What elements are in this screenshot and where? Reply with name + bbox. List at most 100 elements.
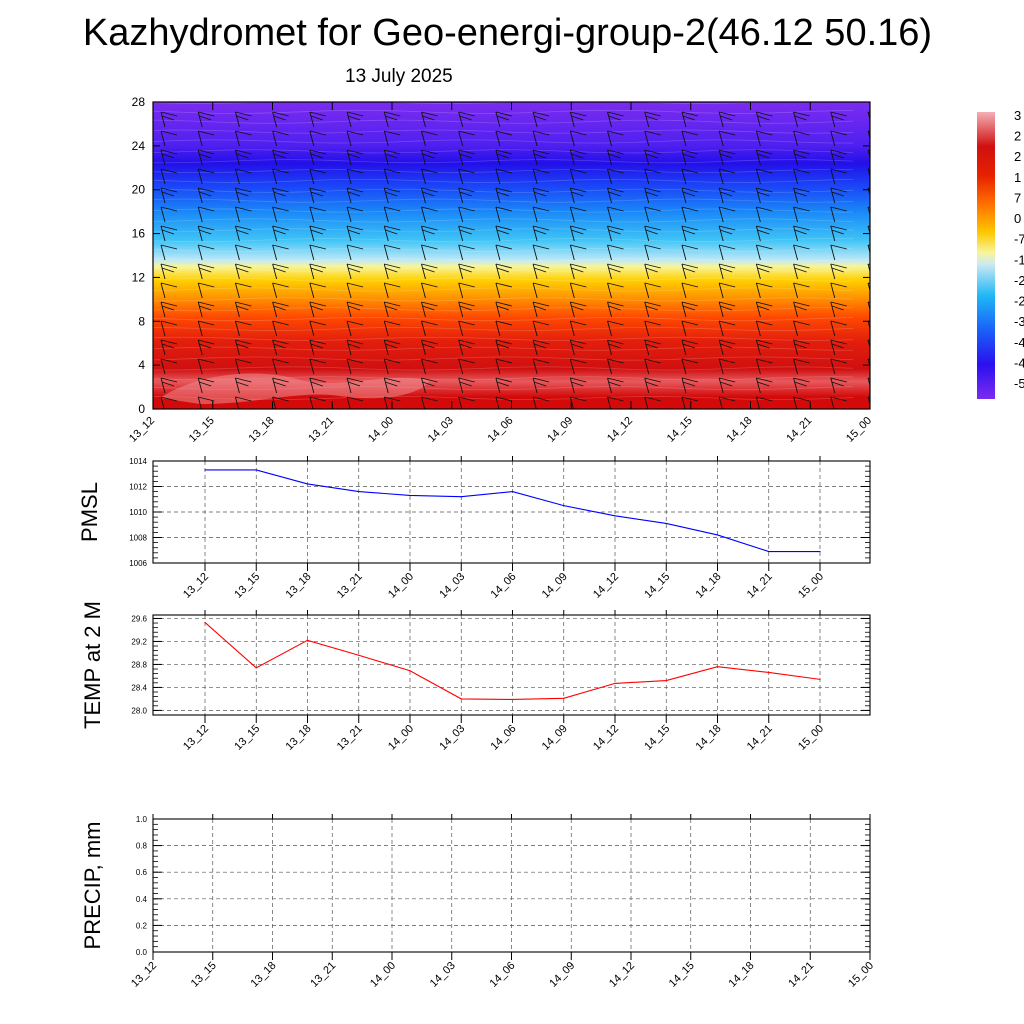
wind-barb xyxy=(755,244,773,261)
wind-barb xyxy=(718,149,736,166)
x-tick-label: 14_18 xyxy=(694,571,724,601)
barb-flag xyxy=(422,153,435,159)
contour-line xyxy=(153,346,854,351)
wind-barb xyxy=(234,320,252,337)
barb-staff xyxy=(532,339,538,356)
data-point xyxy=(306,483,309,485)
page-subtitle: 13 July 2025 xyxy=(345,66,453,87)
section-y-tick-label: 28 xyxy=(132,95,146,109)
wind-barb xyxy=(532,225,550,242)
barb-flag xyxy=(570,396,587,402)
wind-barb xyxy=(458,206,475,223)
x-tick-label: 14_12 xyxy=(591,723,621,753)
barb-flag xyxy=(681,263,699,269)
barb-flag xyxy=(496,153,510,159)
barb-staff xyxy=(495,339,501,356)
wind-barb xyxy=(681,377,699,394)
barb-staff xyxy=(234,339,240,356)
wind-barb xyxy=(346,187,364,204)
barb-flag xyxy=(644,339,661,345)
wind-barb xyxy=(197,168,215,185)
barb-staff xyxy=(383,301,389,318)
wind-barb xyxy=(867,282,870,293)
wind-barb xyxy=(718,225,736,242)
data-point xyxy=(255,667,257,669)
barb-flag xyxy=(496,267,510,273)
barb-staff xyxy=(830,244,836,261)
barb-staff xyxy=(234,358,240,375)
barb-flag xyxy=(236,229,249,235)
barb-flag xyxy=(720,115,733,121)
wind-barb xyxy=(644,111,661,128)
wind-barb xyxy=(197,377,215,394)
barb-staff xyxy=(532,225,538,242)
wind-barb xyxy=(867,377,870,388)
barb-flag xyxy=(235,244,252,250)
section-x-tick-label: 14_21 xyxy=(784,415,814,445)
barb-flag xyxy=(496,343,510,349)
wind-barb xyxy=(644,320,661,337)
barb-flag xyxy=(235,263,252,269)
barb-flag xyxy=(458,339,475,345)
barb-staff xyxy=(421,225,426,242)
x-tick-label: 13_18 xyxy=(284,723,314,753)
wind-barb xyxy=(458,301,475,318)
barb-flag xyxy=(309,149,326,155)
wind-barb xyxy=(309,244,326,261)
barb-flag xyxy=(421,339,438,345)
barb-flag xyxy=(794,229,807,235)
x-tick-label: 14_03 xyxy=(437,571,467,601)
barb-flag xyxy=(793,187,810,193)
barb-flag xyxy=(309,244,326,250)
y-tick-label: 28.8 xyxy=(131,660,147,669)
barb-flag xyxy=(720,381,733,387)
wind-barb xyxy=(495,377,513,394)
wind-barb xyxy=(830,187,847,204)
barb-flag xyxy=(198,263,215,269)
barb-staff xyxy=(495,396,500,409)
wind-barb xyxy=(681,301,699,318)
barb-staff xyxy=(346,396,351,409)
wind-barb xyxy=(532,149,550,166)
barb-flag xyxy=(645,343,658,349)
barb-flag xyxy=(160,377,178,383)
wind-barb xyxy=(755,206,773,223)
barb-flag xyxy=(459,229,472,235)
barb-flag xyxy=(831,305,844,311)
wind-barb xyxy=(160,320,178,337)
barb-flag xyxy=(793,244,810,250)
barb-staff xyxy=(718,244,724,261)
data-point xyxy=(563,697,565,699)
barb-flag xyxy=(756,282,773,288)
barb-flag xyxy=(309,301,326,307)
x-tick-label: 14_12 xyxy=(591,571,621,601)
barb-staff xyxy=(607,187,612,204)
barb-staff xyxy=(607,377,612,394)
barb-staff xyxy=(160,187,166,204)
wind-barb xyxy=(272,206,289,223)
contour-line xyxy=(153,326,854,331)
barb-flag xyxy=(830,377,847,383)
barb-flag xyxy=(310,267,323,273)
barb-flag xyxy=(681,396,699,402)
barb-flag xyxy=(160,111,178,117)
barb-flag xyxy=(199,381,212,387)
wind-barb xyxy=(867,206,870,217)
barb-staff xyxy=(160,111,166,128)
barb-flag xyxy=(160,263,178,269)
barb-staff xyxy=(272,396,277,409)
barb-staff xyxy=(569,396,574,409)
wind-barb xyxy=(160,225,178,242)
barb-staff xyxy=(272,206,278,223)
barb-staff xyxy=(458,358,464,375)
wind-barb xyxy=(793,130,810,147)
section-y-tick-label: 12 xyxy=(132,270,146,284)
wind-barb xyxy=(458,168,475,185)
barb-flag xyxy=(458,187,475,193)
x-tick-label: 14_15 xyxy=(642,723,672,753)
barb-flag xyxy=(644,244,661,250)
barb-staff xyxy=(421,111,426,128)
barb-staff xyxy=(644,111,650,128)
barb-flag xyxy=(198,225,215,231)
wind-barb xyxy=(830,206,847,223)
